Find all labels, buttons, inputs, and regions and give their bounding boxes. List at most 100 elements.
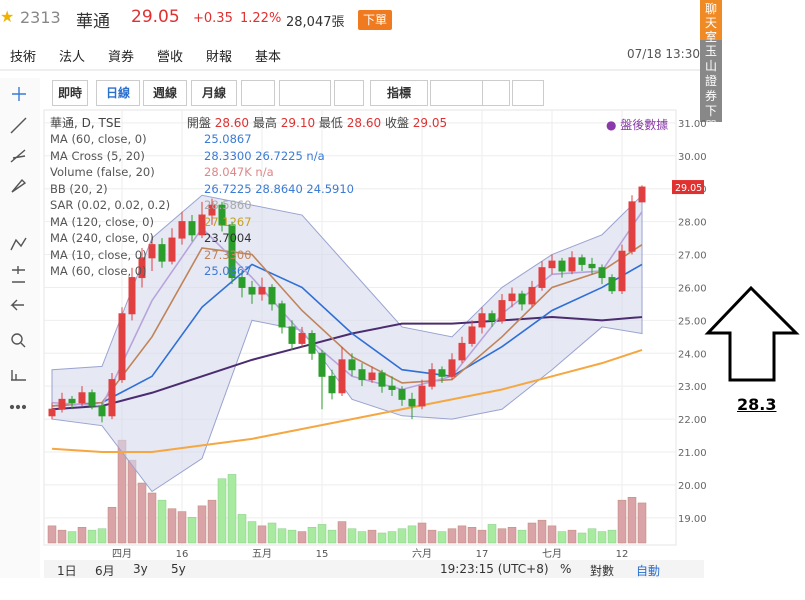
tab[interactable]: 基本 (255, 50, 282, 65)
volume-bar (257, 525, 267, 544)
candle-body (538, 267, 546, 288)
toolbar-button[interactable]: 日線 (96, 80, 140, 106)
tab[interactable]: 財報 (206, 50, 233, 65)
log-toggle[interactable]: 對數 (590, 564, 615, 578)
order-button[interactable]: 下單 (358, 10, 392, 30)
volume: 28,047張 (286, 15, 345, 30)
candle-body (118, 313, 126, 381)
toolbar-button[interactable]: 指標 (370, 80, 428, 106)
after-hours[interactable]: ● 盤後數據 (606, 118, 669, 132)
candle-body (588, 263, 596, 269)
indicator-name: MA (10, close, 0) (50, 247, 147, 262)
tab[interactable]: 資券 (108, 50, 135, 65)
volume-bar (507, 527, 517, 544)
candle-body (188, 221, 196, 236)
candle-body (558, 260, 566, 272)
range-button[interactable]: 6月 (95, 564, 115, 578)
volume-bar (197, 505, 207, 544)
volume-bar (637, 502, 647, 544)
candle-body (48, 408, 56, 417)
toolbar-button[interactable]: 週線 (143, 80, 187, 106)
open-label: 開盤 (186, 116, 211, 130)
stock-name: 華通 (76, 12, 110, 32)
icon-button[interactable] (430, 80, 484, 106)
volume-bar (267, 522, 277, 544)
bollinger-band (51, 194, 643, 493)
sidebar-order-text[interactable]: 玉山證券下單 (704, 44, 717, 133)
bottom-bar (44, 560, 704, 578)
indicator-name: MA (60, close, 0) (50, 132, 147, 146)
candle-body (228, 224, 236, 279)
x-tick-label: 15 (316, 549, 329, 560)
volume-bar (177, 511, 187, 544)
indicator-value: 28.5860 (204, 198, 252, 212)
x-tick-label: 17 (476, 549, 489, 560)
candle-body (408, 398, 416, 407)
candle-body (468, 326, 476, 344)
icon-button[interactable] (334, 80, 364, 106)
volume-bar (147, 492, 157, 544)
icon-button[interactable] (482, 80, 510, 106)
range-button[interactable]: 1日 (57, 564, 77, 578)
candle-body (148, 244, 156, 259)
candle-body (578, 257, 586, 265)
volume-bar (277, 528, 287, 544)
low-label: 最低 (318, 116, 343, 130)
sidebar-chat-text[interactable]: 聊天室 (704, 2, 717, 44)
sidebar-chat (700, 0, 722, 40)
left-toolbar (0, 78, 40, 578)
candle-body (338, 359, 346, 394)
volume-bar (627, 497, 637, 544)
candle-body (208, 204, 216, 216)
percent-toggle[interactable]: % (560, 562, 572, 576)
range-button[interactable]: 5y (171, 562, 186, 576)
indicator-name: Volume (false, 20) (50, 165, 155, 179)
star[interactable]: ★ (0, 7, 15, 26)
toolbar-button[interactable]: 即時 (52, 80, 88, 106)
candle-body (138, 257, 146, 279)
volume-bar (447, 528, 457, 544)
tab[interactable]: 技術 (10, 50, 37, 65)
indicator-name: MA (240, close, 0) (50, 231, 154, 245)
x-tick-label: 七月 (542, 548, 562, 560)
candle-body (528, 286, 536, 305)
icon-button[interactable] (279, 80, 331, 106)
candle-body (508, 293, 516, 302)
volume-bar (167, 508, 177, 544)
range-button[interactable]: 3y (133, 562, 148, 576)
toolbar-button[interactable]: 月線 (191, 80, 237, 106)
volume-bar (207, 499, 217, 544)
candle-body (218, 204, 226, 226)
volume-bar (417, 522, 427, 544)
candle-body (98, 405, 106, 417)
volume-bar (287, 529, 297, 544)
volume-bar (107, 507, 117, 544)
ma-line (51, 349, 643, 454)
last-price-tag (672, 180, 704, 195)
indicator-name: MA (120, close, 0) (50, 214, 154, 229)
volume-bar (557, 531, 567, 544)
candle-body (238, 277, 246, 288)
indicator-value: 27.1267 (204, 214, 252, 229)
auto-toggle[interactable]: 自動 (636, 564, 661, 578)
icon-button[interactable] (241, 80, 275, 106)
legend: 華通, D, TSE 開盤 28.60 最高 29.10 最低 28.60 收盤… (50, 114, 447, 131)
icon-button[interactable] (512, 80, 544, 106)
candle-body (78, 392, 86, 404)
volume-bar (97, 528, 107, 544)
tab[interactable]: 營收 (157, 50, 184, 65)
candle-body (178, 221, 186, 239)
tab[interactable]: 法人 (59, 50, 86, 65)
indicator-value: 25.0867 (204, 132, 252, 146)
volume-bar (327, 529, 337, 544)
candle-body (458, 342, 466, 361)
volume-bar (217, 478, 227, 544)
volume-bar (587, 528, 597, 544)
volume-bar (337, 521, 347, 544)
x-tick-label: 五月 (252, 548, 272, 560)
indicator-name: MA (60, close, 0) (50, 264, 147, 278)
indicator-value: 23.7004 (204, 231, 252, 245)
volume-bar (437, 531, 447, 544)
candle-body (518, 293, 526, 305)
